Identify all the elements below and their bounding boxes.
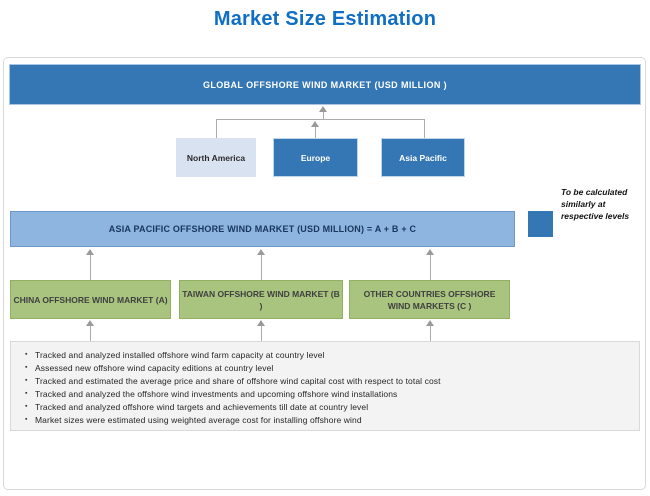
bullet-text: Tracked and analyzed installed offshore … [35, 350, 325, 360]
bullet-item: ▪ Tracked and analyzed installed offshor… [25, 349, 629, 362]
region-box-europe: Europe [273, 138, 358, 177]
bullet-item: ▪ Assessed new offshore wind capacity ed… [25, 362, 629, 375]
bullet-text: Tracked and analyzed offshore wind targe… [35, 401, 369, 412]
asia-pacific-band: ASIA PACIFIC OFFSHORE WIND MARKET (USD M… [10, 211, 515, 247]
connector-line [216, 119, 425, 120]
connector-line [430, 255, 431, 280]
region-box-asia-pacific: Asia Pacific [381, 138, 465, 177]
connector-line [90, 326, 91, 341]
bullet-icon: ▪ [25, 402, 28, 410]
bullet-icon: ▪ [25, 376, 28, 384]
connector-line [216, 119, 217, 138]
arrow-up-to-taiwan [257, 320, 265, 326]
bullet-icon: ▪ [25, 363, 28, 371]
bullet-icon: ▪ [25, 351, 28, 358]
connector-line [315, 127, 316, 138]
country-box-china: CHINA OFFSHORE WIND MARKET (A) [10, 280, 171, 319]
connector-line [90, 255, 91, 280]
arrow-up-other-to-band [426, 249, 434, 255]
arrow-up-china-to-band [86, 249, 94, 255]
bullet-text: Tracked and analyzed the offshore wind i… [35, 388, 398, 399]
arrow-up-europe [311, 121, 319, 127]
connector-line [323, 112, 324, 120]
global-market-box: GLOBAL OFFSHORE WIND MARKET (USD MILLION… [9, 64, 641, 105]
legend-square [528, 211, 553, 237]
bullet-item: ▪ Market sizes were estimated using weig… [25, 414, 629, 427]
bullet-text: Market sizes were estimated using weight… [35, 414, 362, 425]
bullet-text: Tracked and estimated the average price … [35, 375, 441, 386]
page-title: Market Size Estimation [213, 8, 437, 30]
region-box-north-america: North America [176, 138, 256, 177]
arrow-up-to-china [86, 320, 94, 326]
arrow-up-taiwan-to-band [257, 249, 265, 255]
connector-line [430, 326, 431, 341]
bullet-item: ▪ Tracked and analyzed the offshore wind… [25, 388, 629, 401]
country-box-other: OTHER COUNTRIES OFFSHORE WIND MARKETS (C… [349, 280, 510, 319]
bullet-text: Assessed new offshore wind capacity edit… [35, 362, 274, 373]
bullet-icon: ▪ [25, 389, 28, 397]
connector-line [261, 326, 262, 341]
legend-note: To be calculated similarly at respective… [561, 187, 630, 221]
bullet-item: ▪ Tracked and analyzed offshore wind tar… [25, 401, 629, 414]
bullet-item: ▪ Tracked and estimated the average pric… [25, 375, 629, 388]
arrow-up-to-other [426, 320, 434, 326]
bullet-icon: ▪ [25, 415, 28, 423]
country-box-taiwan: TAIWAN OFFSHORE WIND MARKET (B ) [179, 280, 343, 319]
methodology-bullet-box: ▪ Tracked and analyzed installed offshor… [10, 341, 640, 431]
arrow-up-to-global [319, 106, 327, 112]
connector-line [424, 119, 425, 138]
connector-line [261, 255, 262, 280]
